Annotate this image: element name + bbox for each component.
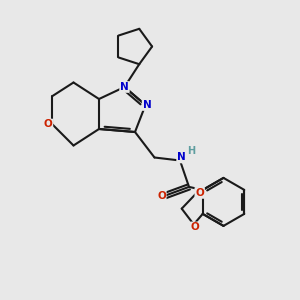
Text: O: O xyxy=(195,188,204,198)
Text: N: N xyxy=(142,100,152,110)
Text: N: N xyxy=(177,152,186,163)
Text: O: O xyxy=(157,191,166,201)
Text: H: H xyxy=(187,146,196,156)
Text: O: O xyxy=(191,222,200,233)
Text: N: N xyxy=(120,82,129,92)
Text: O: O xyxy=(44,119,52,130)
